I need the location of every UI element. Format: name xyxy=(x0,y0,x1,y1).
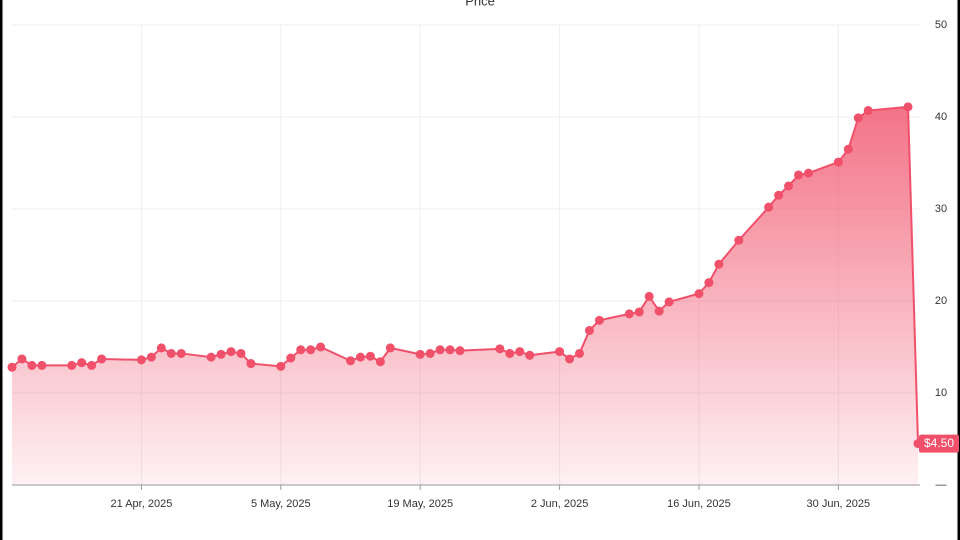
point xyxy=(216,349,226,359)
point xyxy=(784,181,794,191)
point xyxy=(166,348,176,358)
point xyxy=(624,309,634,319)
point xyxy=(176,348,186,358)
chart-title: Price xyxy=(465,0,495,8)
point xyxy=(704,278,714,288)
point xyxy=(296,345,306,355)
area xyxy=(12,106,918,485)
point xyxy=(764,202,774,212)
x-tick-label: 21 Apr, 2025 xyxy=(111,498,173,510)
point xyxy=(206,352,216,362)
point xyxy=(594,315,604,325)
point xyxy=(306,345,316,355)
point xyxy=(495,344,505,354)
point xyxy=(455,346,465,356)
y-tick-label: 40 xyxy=(935,111,947,123)
point xyxy=(146,352,156,362)
point xyxy=(77,358,87,368)
point xyxy=(7,362,17,372)
point xyxy=(833,157,843,167)
y-tick-label: 20 xyxy=(935,295,947,307)
point xyxy=(136,355,146,365)
point xyxy=(863,106,873,116)
point xyxy=(584,325,594,335)
point xyxy=(17,354,27,364)
point xyxy=(505,348,515,358)
point xyxy=(634,307,644,317)
point xyxy=(435,345,445,355)
point xyxy=(903,102,913,112)
point xyxy=(276,361,286,371)
point xyxy=(803,168,813,178)
point xyxy=(445,345,455,355)
x-tick-label: 19 May, 2025 xyxy=(387,498,453,510)
point xyxy=(27,360,37,370)
point xyxy=(316,342,326,352)
point xyxy=(565,354,575,364)
point xyxy=(365,351,375,361)
point xyxy=(853,113,863,123)
point xyxy=(644,291,654,301)
point xyxy=(156,343,166,353)
y-tick-label: 10 xyxy=(935,387,947,399)
point xyxy=(425,348,435,358)
value-label-box xyxy=(919,434,959,453)
point xyxy=(97,354,107,364)
value-label: $4.50 xyxy=(924,436,954,450)
x-tick-label: 30 Jun, 2025 xyxy=(807,498,871,510)
point xyxy=(843,144,853,154)
point xyxy=(734,235,744,245)
point xyxy=(246,359,256,369)
point xyxy=(714,259,724,269)
point xyxy=(286,353,296,363)
y-tick-label: — xyxy=(936,479,947,491)
point xyxy=(555,347,565,357)
point xyxy=(515,347,525,357)
x-tick-label: 16 Jun, 2025 xyxy=(667,498,731,510)
y-tick-label: 30 xyxy=(935,203,947,215)
point xyxy=(226,347,236,357)
point xyxy=(525,350,535,360)
point xyxy=(236,348,246,358)
point xyxy=(574,348,584,358)
y-tick-label: 50 xyxy=(935,19,947,31)
point xyxy=(385,343,395,353)
point xyxy=(415,349,425,359)
x-tick-label: 2 Jun, 2025 xyxy=(531,498,589,510)
point xyxy=(654,306,664,316)
x-tick-label: 5 May, 2025 xyxy=(251,498,311,510)
point xyxy=(375,357,385,367)
point xyxy=(37,360,47,370)
point xyxy=(87,360,97,370)
point xyxy=(346,356,356,366)
point xyxy=(694,289,704,299)
point xyxy=(355,352,365,362)
point xyxy=(664,297,674,307)
point xyxy=(794,170,804,180)
point xyxy=(67,360,77,370)
point xyxy=(774,190,784,200)
